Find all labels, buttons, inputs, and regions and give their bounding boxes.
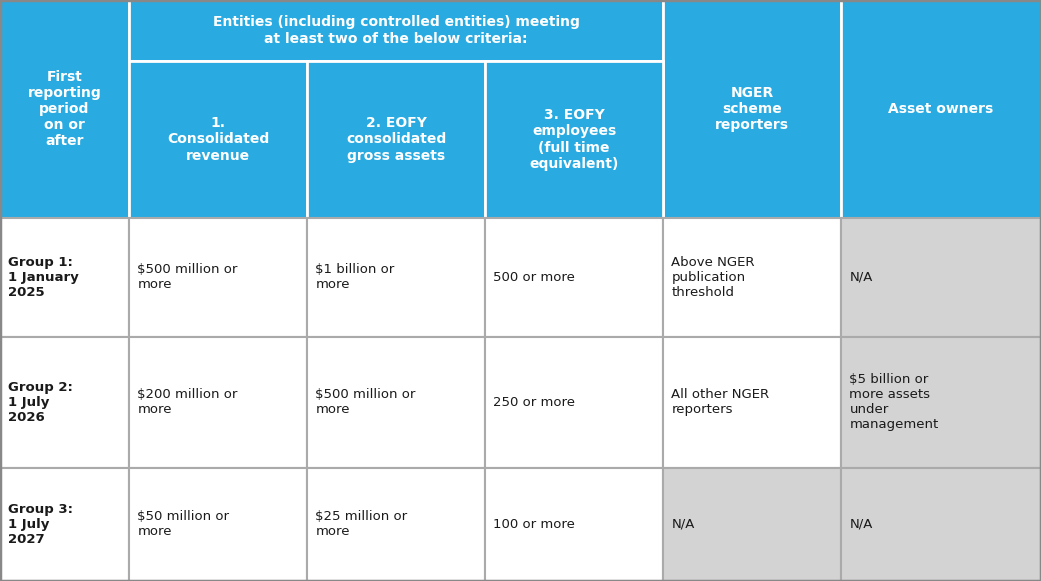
Text: Group 3:
1 July
2027: Group 3: 1 July 2027	[8, 503, 73, 546]
Bar	[129, 61, 307, 218]
Bar	[0, 218, 129, 337]
Bar	[841, 0, 1041, 218]
Text: $500 million or
more: $500 million or more	[315, 388, 415, 417]
Bar	[0, 0, 129, 218]
Bar	[663, 218, 841, 337]
Bar	[0, 468, 129, 581]
Bar	[663, 468, 841, 581]
Text: N/A: N/A	[849, 271, 872, 284]
Text: N/A: N/A	[671, 518, 694, 531]
Bar	[307, 218, 485, 337]
Text: All other NGER
reporters: All other NGER reporters	[671, 388, 769, 417]
Text: Entities (including controlled entities) meeting
at least two of the below crite: Entities (including controlled entities)…	[212, 16, 580, 45]
Bar	[485, 218, 663, 337]
Bar	[841, 218, 1041, 337]
Text: 250 or more: 250 or more	[493, 396, 576, 409]
Text: 500 or more: 500 or more	[493, 271, 576, 284]
Bar	[663, 337, 841, 468]
Text: Asset owners: Asset owners	[888, 102, 994, 116]
Text: 2. EOFY
consolidated
gross assets: 2. EOFY consolidated gross assets	[346, 116, 447, 163]
Bar	[307, 468, 485, 581]
Bar	[663, 0, 841, 218]
Text: $200 million or
more: $200 million or more	[137, 388, 237, 417]
Bar	[307, 337, 485, 468]
Text: Above NGER
publication
threshold: Above NGER publication threshold	[671, 256, 755, 299]
Bar	[129, 337, 307, 468]
Bar	[0, 337, 129, 468]
Text: Group 2:
1 July
2026: Group 2: 1 July 2026	[8, 381, 73, 424]
Bar	[485, 61, 663, 218]
Text: First
reporting
period
on or
after: First reporting period on or after	[28, 70, 101, 148]
Bar	[129, 218, 307, 337]
Bar	[841, 337, 1041, 468]
Bar	[485, 468, 663, 581]
Bar	[307, 61, 485, 218]
Text: $1 billion or
more: $1 billion or more	[315, 263, 395, 292]
Text: $25 million or
more: $25 million or more	[315, 510, 407, 539]
Text: NGER
scheme
reporters: NGER scheme reporters	[715, 86, 789, 132]
Text: $50 million or
more: $50 million or more	[137, 510, 229, 539]
Text: Group 1:
1 January
2025: Group 1: 1 January 2025	[8, 256, 79, 299]
Text: 3. EOFY
employees
(full time
equivalent): 3. EOFY employees (full time equivalent)	[529, 108, 618, 171]
Text: 1.
Consolidated
revenue: 1. Consolidated revenue	[167, 116, 270, 163]
Bar	[129, 0, 663, 61]
Text: 100 or more: 100 or more	[493, 518, 576, 531]
Bar	[129, 468, 307, 581]
Text: N/A: N/A	[849, 518, 872, 531]
Bar	[485, 337, 663, 468]
Text: $500 million or
more: $500 million or more	[137, 263, 237, 292]
Text: $5 billion or
more assets
under
management: $5 billion or more assets under manageme…	[849, 374, 939, 431]
Bar	[841, 468, 1041, 581]
